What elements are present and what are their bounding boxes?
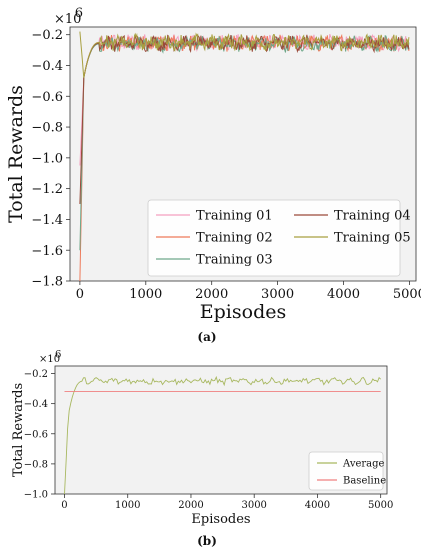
series-line-5: [79, 31, 410, 78]
y-exponent-power: 6: [55, 350, 61, 361]
legend-entry: Training 04: [334, 209, 411, 224]
panel-caption: (a): [197, 330, 216, 344]
y-tick-label: −1.0: [31, 151, 63, 166]
x-tick-label: 0: [61, 500, 67, 511]
x-tick-label: 1000: [115, 500, 140, 511]
x-tick-label: 4000: [305, 500, 330, 511]
y-tick-label: −1.6: [31, 244, 63, 259]
x-tick-label: 5000: [393, 287, 421, 302]
y-exponent-label: ×10: [54, 12, 81, 27]
y-axis-label: Total Rewards: [5, 85, 27, 223]
y-tick-label: −1.2: [31, 182, 63, 197]
y-tick-label: −1.0: [24, 490, 48, 501]
x-tick-label: 0: [76, 287, 84, 302]
x-tick-label: 5000: [368, 500, 393, 511]
x-axis-label: Episodes: [191, 512, 250, 527]
legend-entry: Average: [342, 459, 385, 470]
x-tick-label: 1000: [129, 287, 162, 302]
chart-panel-1: 0 1000 2000 3000 4000 5000 −1.8 −1.6 −1.4 −1.2 −1.…: [5, 6, 421, 344]
panel-caption: (b): [197, 534, 217, 548]
y-tick-label: −0.6: [24, 429, 48, 440]
x-tick-label: 2000: [178, 500, 203, 511]
y-tick-label: −0.2: [24, 369, 48, 380]
y-tick-label: −1.4: [31, 213, 63, 228]
legend-box: [147, 199, 401, 277]
chart-panel-2: 0 1000 2000 3000 4000 5000 −1.0 −0.8 −0.6 −0.4 −0.…: [11, 350, 393, 549]
series-line-1: [64, 375, 382, 494]
legend-entry: Training 01: [196, 209, 273, 224]
legend-entry: Training 02: [196, 231, 273, 246]
legend-entry: Training 05: [334, 231, 411, 246]
y-tick-label: −1.8: [31, 275, 63, 290]
legend-entry: Training 03: [196, 253, 273, 268]
legend-entry: Baseline: [343, 476, 386, 487]
y-tick-label: −0.2: [31, 28, 63, 43]
y-tick-label: −0.6: [31, 90, 63, 105]
x-tick-label: 3000: [261, 287, 294, 302]
x-tick-label: 3000: [241, 500, 266, 511]
y-exponent-power: 6: [75, 6, 83, 21]
y-tick-label: −0.8: [24, 459, 48, 470]
y-exponent-label: ×10: [39, 354, 60, 365]
y-tick-label: −0.4: [24, 399, 48, 410]
y-tick-label: −0.8: [31, 121, 63, 136]
y-axis-label: Total Rewards: [11, 383, 26, 477]
x-tick-label: 2000: [195, 287, 228, 302]
x-axis-label: Episodes: [200, 301, 286, 323]
x-tick-label: 4000: [327, 287, 360, 302]
y-tick-label: −0.4: [31, 59, 63, 74]
